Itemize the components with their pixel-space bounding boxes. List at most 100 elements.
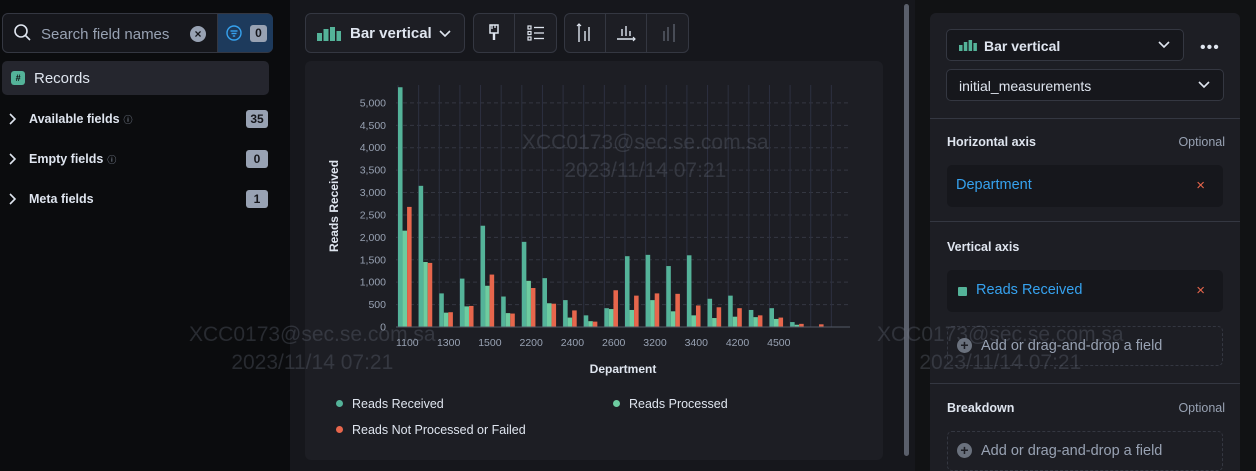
bar [707,298,713,327]
meta-fields-group[interactable]: Meta fields 1 [0,188,275,212]
bar [501,296,506,327]
bar [443,312,449,327]
series-color-swatch [958,287,967,296]
bar [773,318,779,327]
vertical-axis-dimension[interactable]: Reads Received × [947,270,1223,312]
bar [505,313,511,327]
bar [510,313,515,327]
layer-chart-type-dropdown[interactable]: Bar vertical [946,29,1184,61]
horizontal-axis-dimension[interactable]: Department × [947,165,1223,207]
y-tick-label: 2,500 [360,209,386,221]
bar-chart-icon [959,40,977,51]
remove-icon[interactable]: × [1196,177,1205,194]
group-label: Meta fields [29,192,94,206]
group-count-badge: 0 [246,150,268,168]
bottom-axis-button[interactable] [606,14,647,52]
chevron-down-icon [1158,41,1170,49]
bar [769,308,774,327]
x-tick-label: 3200 [643,337,667,349]
chart-type-label: Bar vertical [350,25,432,42]
available-fields-group[interactable]: Available fields ⓘ 35 [0,108,275,132]
bar [790,322,795,327]
layer-chart-type-label: Bar vertical [984,38,1061,54]
left-axis-button[interactable] [565,14,606,52]
bar [819,324,824,327]
bar [675,293,680,327]
y-tick-label: 3,000 [360,187,386,199]
bar [670,311,676,327]
legend-dot [336,400,343,407]
hash-icon: # [11,71,25,85]
plus-circle-icon: + [957,443,972,458]
bar [799,323,804,327]
add-field-dropzone[interactable]: + Add or drag-and-drop a field [947,326,1223,366]
divider [930,383,1240,384]
bar [423,262,428,327]
legend-item[interactable]: Reads Received [336,397,444,411]
legend-item[interactable]: Reads Not Processed or Failed [336,423,526,437]
divider [930,221,1240,222]
legend-label: Reads Not Processed or Failed [352,423,526,437]
bar [666,266,671,327]
more-options-icon[interactable]: ••• [1200,39,1220,56]
y-tick-label: 4,000 [360,142,386,154]
x-tick-label: 2200 [519,337,543,349]
optional-label: Optional [1178,401,1225,415]
horizontal-axis-icon [617,26,636,42]
breakdown-title: Breakdown [947,401,1015,415]
remove-icon[interactable]: × [1196,282,1205,299]
bar [530,288,536,327]
legend-label: Reads Received [352,397,444,411]
bar [588,321,593,327]
empty-fields-group[interactable]: Empty fields ⓘ 0 [0,148,275,172]
legend-dot [613,400,620,407]
bar [608,309,614,327]
divider [930,118,1240,119]
bar [737,308,742,327]
index-pattern-dropdown[interactable]: initial_measurements [946,69,1224,101]
clear-search-icon[interactable]: × [190,26,206,42]
workspace-scrollbar[interactable] [904,4,909,456]
field-search-box: × 0 [2,13,273,53]
chevron-right-icon [9,153,17,165]
right-axis-button[interactable] [647,14,688,52]
bar [654,293,660,327]
bar [418,185,424,327]
chart-panel: 0 500 1,000 1,500 2,000 2,500 3,000 3,500 4,000 4… [305,61,883,460]
list-icon [526,25,544,41]
vertical-axis-title: Vertical axis [947,240,1020,254]
x-axis-title: Department [590,362,657,376]
bar [778,317,784,327]
field-filter-button[interactable]: 0 [217,14,273,52]
filter-icon [226,25,242,41]
bar [748,309,754,327]
bar [526,280,531,327]
add-breakdown-dropzone[interactable]: + Add or drag-and-drop a field [947,431,1223,471]
bar [398,87,403,327]
bar [604,308,609,327]
bar [542,278,547,327]
bar [427,262,433,327]
bar [695,305,701,327]
legend-options-button[interactable] [515,14,556,52]
y-tick-label: 0 [380,322,386,334]
legend-item[interactable]: Reads Processed [613,397,728,411]
field-search-input[interactable] [41,22,181,46]
y-tick-label: 1,000 [360,277,386,289]
bar [439,293,444,327]
records-field[interactable]: # Records [2,61,269,95]
help-icon: ⓘ [107,155,117,165]
right-axis-icon [662,24,675,42]
bar [464,306,469,327]
bar [567,317,573,327]
chart-type-dropdown[interactable]: Bar vertical [305,13,465,53]
visual-options-button[interactable] [474,14,515,52]
x-tick-label: 2600 [602,337,626,349]
bar [629,309,635,327]
bar [521,241,527,327]
x-tick-label: 1100 [396,337,419,349]
y-tick-label: 2,000 [360,232,386,244]
bar [551,303,557,327]
group-count-badge: 35 [246,110,268,128]
